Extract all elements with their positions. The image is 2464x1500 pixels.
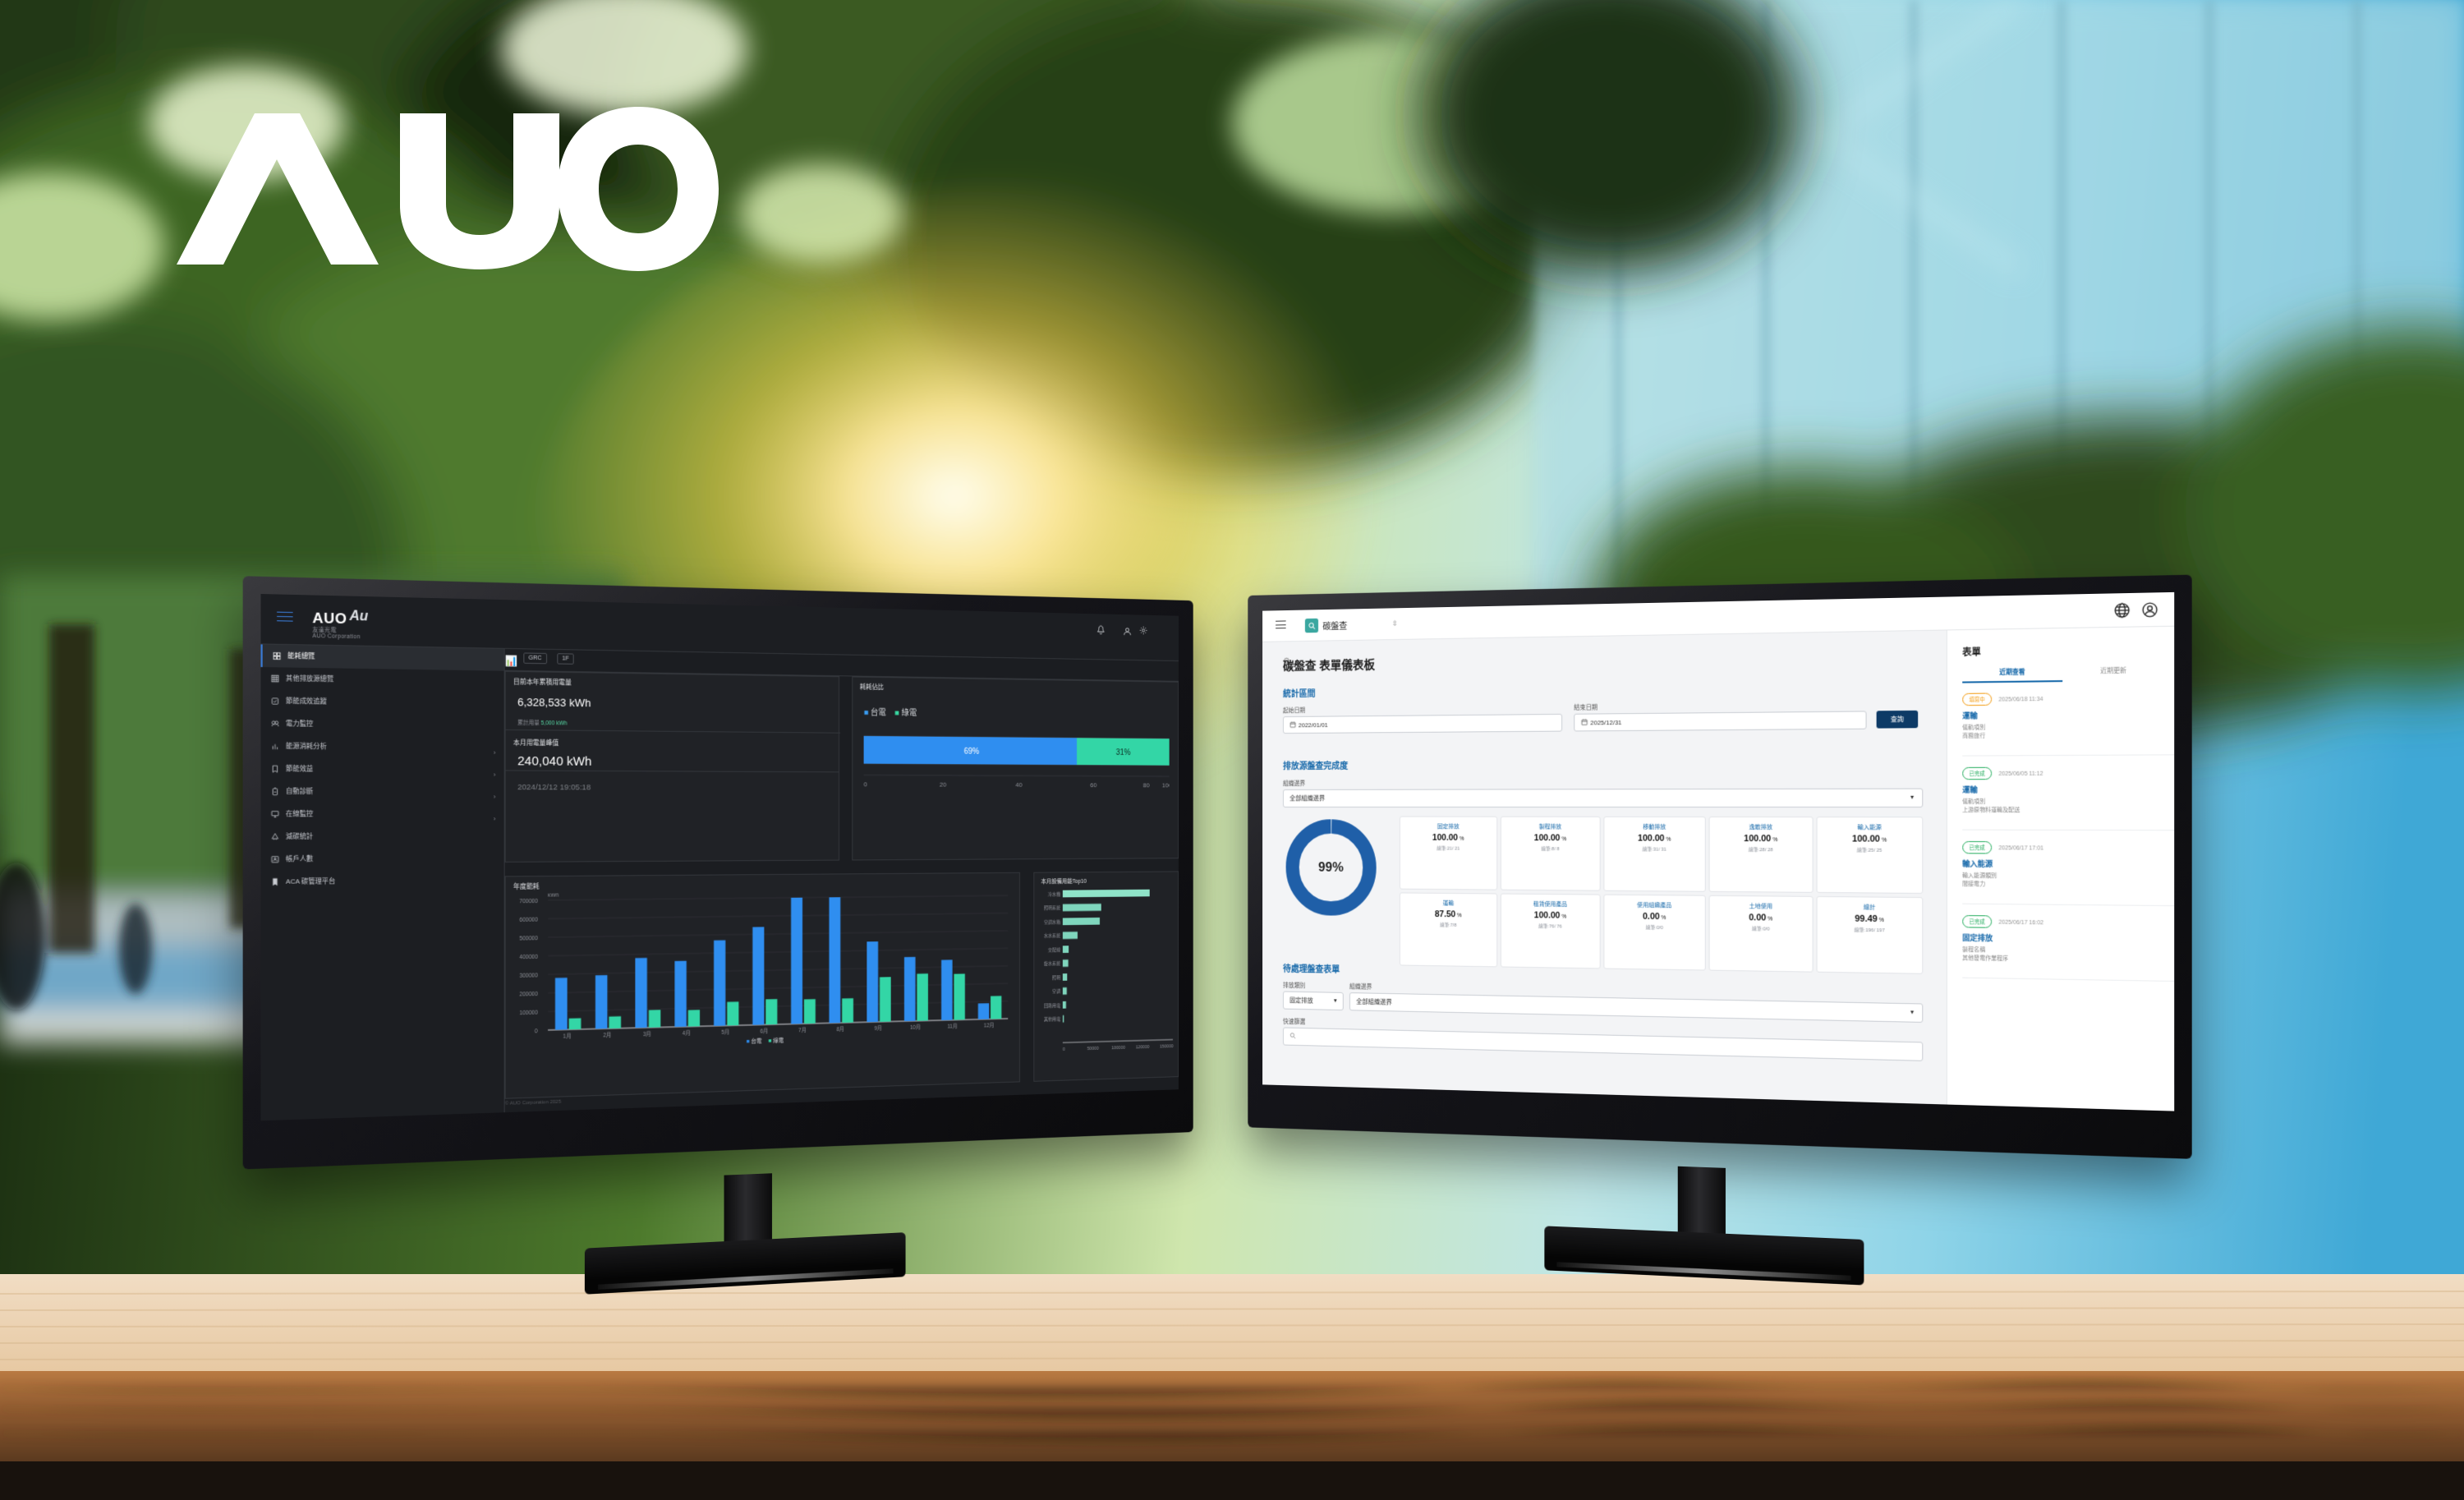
svg-text:99%: 99% bbox=[1318, 859, 1344, 875]
svg-text:回路用電: 回路用電 bbox=[1044, 1002, 1061, 1009]
svg-text:5月: 5月 bbox=[721, 1028, 729, 1035]
svg-text:50000: 50000 bbox=[1087, 1047, 1099, 1051]
svg-text:空調水箱: 空調水箱 bbox=[1044, 918, 1061, 925]
svg-text:100000: 100000 bbox=[1111, 1046, 1125, 1051]
svg-text:80: 80 bbox=[1143, 782, 1150, 789]
svg-text:照明系統: 照明系統 bbox=[1044, 905, 1061, 912]
svg-text:0: 0 bbox=[1063, 1047, 1065, 1052]
svg-text:3月: 3月 bbox=[643, 1031, 651, 1038]
svg-text:8月: 8月 bbox=[836, 1026, 844, 1033]
svg-text:1月: 1月 bbox=[563, 1033, 572, 1040]
svg-text:0: 0 bbox=[535, 1028, 538, 1034]
svg-text:空調: 空調 bbox=[1052, 988, 1061, 995]
svg-text:40: 40 bbox=[1015, 781, 1023, 789]
svg-text:冷水機: 冷水機 bbox=[1048, 891, 1061, 898]
svg-text:400000: 400000 bbox=[520, 955, 539, 961]
svg-text:20: 20 bbox=[940, 781, 947, 789]
svg-text:100000: 100000 bbox=[520, 1010, 539, 1016]
svg-text:300000: 300000 bbox=[520, 973, 539, 979]
svg-text:10月: 10月 bbox=[910, 1024, 921, 1030]
svg-text:200000: 200000 bbox=[520, 992, 539, 998]
svg-text:150000: 150000 bbox=[1160, 1044, 1173, 1049]
svg-text:4月: 4月 bbox=[683, 1030, 691, 1037]
svg-text:120000: 120000 bbox=[1136, 1045, 1150, 1050]
svg-text:700000: 700000 bbox=[520, 899, 539, 905]
svg-text:其他用電: 其他用電 bbox=[1044, 1016, 1061, 1023]
svg-text:旋水系統: 旋水系統 bbox=[1044, 960, 1061, 967]
svg-text:2月: 2月 bbox=[603, 1032, 611, 1039]
svg-text:31%: 31% bbox=[1116, 748, 1131, 757]
svg-text:100: 100 bbox=[1162, 782, 1170, 789]
svg-text:6月: 6月 bbox=[760, 1028, 768, 1034]
svg-text:600000: 600000 bbox=[520, 917, 539, 923]
svg-text:照明: 照明 bbox=[1052, 975, 1061, 981]
svg-text:kWh: kWh bbox=[548, 892, 559, 898]
svg-text:9月: 9月 bbox=[874, 1025, 882, 1032]
svg-text:11月: 11月 bbox=[947, 1023, 957, 1029]
svg-text:水水系統: 水水系統 bbox=[1044, 932, 1061, 939]
svg-text:0: 0 bbox=[864, 780, 868, 788]
svg-text:12月: 12月 bbox=[984, 1022, 995, 1028]
svg-text:7月: 7月 bbox=[798, 1027, 807, 1033]
svg-text:60: 60 bbox=[1090, 781, 1097, 789]
svg-text:69%: 69% bbox=[964, 748, 980, 757]
svg-text:交配線: 交配線 bbox=[1048, 946, 1061, 953]
svg-text:500000: 500000 bbox=[520, 936, 539, 942]
